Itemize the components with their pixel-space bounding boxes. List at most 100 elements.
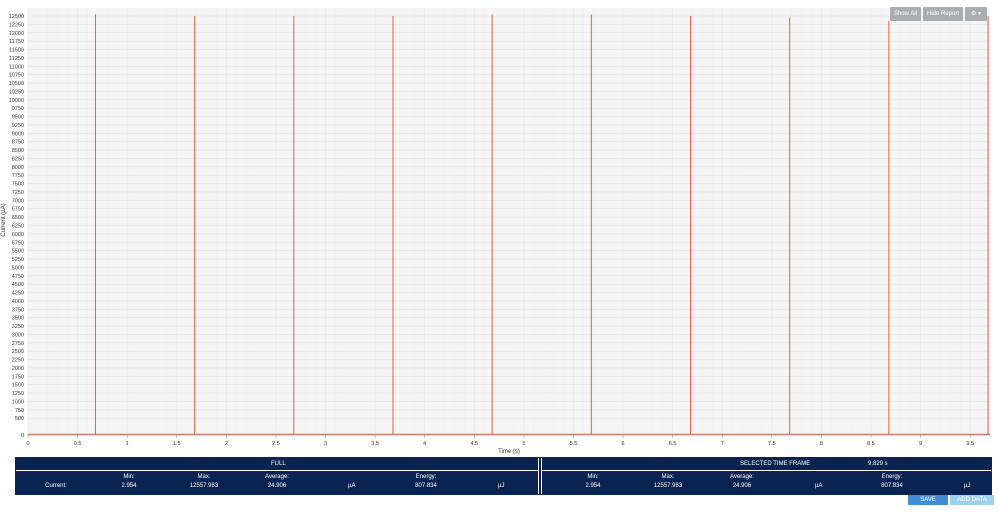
- x-tick-label: 4: [423, 441, 426, 447]
- y-tick-label: 8250: [12, 156, 24, 162]
- full-title: FULL: [271, 461, 286, 467]
- selected-average-label: Average:: [730, 474, 754, 480]
- full-average-label: Average:: [265, 474, 289, 480]
- selected-energy-label: Energy:: [881, 474, 903, 480]
- full-energy-label: Energy:: [415, 474, 437, 480]
- y-tick-label: 7250: [12, 190, 24, 196]
- y-axis-label: Current (µA): [1, 203, 7, 236]
- y-tick-label: 9250: [12, 123, 24, 129]
- x-tick-label: 7.5: [768, 441, 776, 447]
- y-tick-label: 9500: [12, 115, 24, 121]
- y-tick-label: 12500: [9, 14, 24, 20]
- y-tick-label: 6000: [12, 232, 24, 238]
- report-panel: FULL Current: Min: 2.954 Max: 12557.983 …: [15, 457, 992, 495]
- x-tick-label: 9.5: [966, 441, 974, 447]
- report-divider[interactable]: [538, 458, 542, 494]
- selected-duration: 9.829 s: [868, 461, 888, 467]
- selected-max-label: Max:: [661, 474, 675, 480]
- y-tick-label: 1750: [12, 374, 24, 380]
- y-tick-label: 1000: [12, 399, 24, 405]
- selected-report: SELECTED TIME FRAME 9.829 s Min: 2.954 M…: [542, 458, 991, 494]
- caret-down-icon: ▾: [976, 11, 982, 17]
- y-tick-label: 0: [21, 433, 24, 439]
- current-series: [28, 14, 990, 435]
- x-tick-label: 2: [225, 441, 228, 447]
- y-tick-label: 8000: [12, 165, 24, 171]
- grid-lines: [27, 8, 991, 436]
- y-tick-label: 3000: [12, 332, 24, 338]
- full-report: FULL Current: Min: 2.954 Max: 12557.983 …: [16, 458, 538, 494]
- y-tick-label: 5500: [12, 249, 24, 255]
- x-tick-label: 2.5: [272, 441, 280, 447]
- selected-average-unit: µA: [815, 483, 823, 489]
- full-report-header: FULL: [16, 458, 538, 471]
- full-energy-value: 807.834: [415, 483, 437, 489]
- x-tick-label: 9: [919, 441, 922, 447]
- y-tick-label: 10750: [9, 73, 24, 79]
- y-tick-label: 11500: [9, 48, 24, 54]
- full-energy-unit: µJ: [498, 483, 505, 489]
- selected-min-value: 2.954: [585, 483, 601, 489]
- y-tick-label: 8500: [12, 148, 24, 154]
- selected-max-value: 12557.983: [653, 483, 683, 489]
- y-tick-label: 10000: [9, 98, 24, 104]
- y-tick-label: 7500: [12, 182, 24, 188]
- selected-min-label: Min:: [587, 474, 599, 480]
- y-tick-label: 11750: [9, 39, 24, 45]
- y-tick-label: 4000: [12, 299, 24, 305]
- x-tick-label: 3.5: [371, 441, 379, 447]
- full-max-label: Max:: [197, 474, 211, 480]
- y-tick-label: 4250: [12, 291, 24, 297]
- y-tick-label: 2000: [12, 366, 24, 372]
- y-tick-label: 3750: [12, 307, 24, 313]
- y-tick-label: 2750: [12, 341, 24, 347]
- current-label: Current:: [45, 483, 67, 489]
- x-tick-label: 7: [721, 441, 724, 447]
- chart-toolbar: Show All Hide Report ⚙ ▾: [889, 7, 987, 21]
- y-tick-label: 1250: [12, 391, 24, 397]
- y-tick-label: 5250: [12, 257, 24, 263]
- full-max-value: 12557.983: [189, 483, 219, 489]
- show-all-button[interactable]: Show All: [889, 7, 921, 21]
- add-data-log-button[interactable]: ADD DATA LOG: [950, 495, 994, 513]
- plot-area: [28, 8, 990, 435]
- x-tick-label: 3: [324, 441, 327, 447]
- selected-title: SELECTED TIME FRAME: [740, 461, 811, 467]
- x-tick-label: 6.5: [669, 441, 677, 447]
- y-tick-label: 6750: [12, 207, 24, 213]
- y-tick-label: 10500: [9, 81, 24, 87]
- full-average-value: 24.906: [267, 483, 287, 489]
- x-tick-label: 8.5: [867, 441, 875, 447]
- x-tick-label: 5: [522, 441, 525, 447]
- selected-energy-unit: µJ: [964, 483, 971, 489]
- selected-average-value: 24.906: [732, 483, 752, 489]
- gear-icon: ⚙: [970, 11, 977, 17]
- x-tick-label: 6: [622, 441, 625, 447]
- y-tick-label: 750: [15, 408, 24, 414]
- x-tick-label: 0.5: [74, 441, 82, 447]
- y-tick-label: 4500: [12, 282, 24, 288]
- hide-report-button[interactable]: Hide Report: [922, 7, 963, 21]
- y-tick-label: 9750: [12, 106, 24, 112]
- full-min-value: 2.954: [121, 483, 137, 489]
- y-tick-label: 11250: [9, 56, 24, 62]
- x-tick-label: 0: [26, 441, 29, 447]
- y-tick-label: 7000: [12, 198, 24, 204]
- y-tick-label: 11000: [9, 64, 24, 70]
- save-graph-button[interactable]: SAVE GRAPH: [908, 495, 948, 513]
- x-axis-ticks: 0 0.5 1 1.5 2 2.5 3 3.5 4 4.5 5 5.5 6 6.5 7 7.5 8 8.5 9 9.5: [26, 434, 990, 447]
- y-tick-label: 9000: [12, 131, 24, 137]
- selected-report-header: SELECTED TIME FRAME 9.829 s: [542, 458, 991, 471]
- y-tick-label: 2500: [12, 349, 24, 355]
- settings-menu-button[interactable]: ⚙ ▾: [965, 7, 987, 21]
- y-tick-label: 7750: [12, 173, 24, 179]
- x-tick-label: 8: [820, 441, 823, 447]
- y-tick-label: 3250: [12, 324, 24, 330]
- y-tick-label: 6500: [12, 215, 24, 221]
- x-axis-label: Time (s): [498, 449, 520, 455]
- y-tick-label: 5000: [12, 265, 24, 271]
- y-tick-label: 3500: [12, 316, 24, 322]
- y-tick-label: 6250: [12, 224, 24, 230]
- current-chart[interactable]: 0500750100012501500175020002250250027503…: [0, 0, 999, 457]
- x-tick-label: 4.5: [470, 441, 478, 447]
